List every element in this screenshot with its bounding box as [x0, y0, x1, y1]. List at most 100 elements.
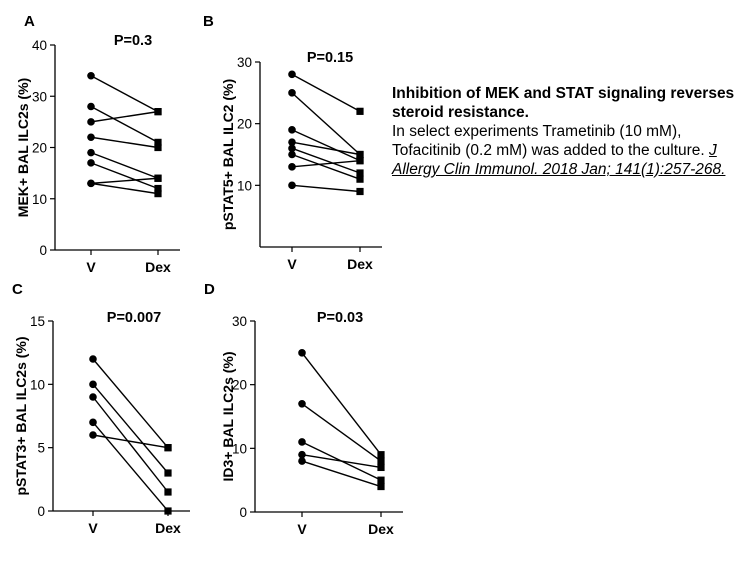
panel-d-y-tick-label-2: 20 [232, 378, 247, 393]
panel-c-series-line-0 [92, 358, 169, 449]
panel-c-y-tick-label-1: 5 [37, 441, 45, 456]
caption-title: Inhibition of MEK and STAT signaling rev… [392, 85, 735, 121]
panel-d-y-axis-label: ID3+ BAL ILC2s (%) [220, 351, 236, 481]
panel-c-letter: C [12, 281, 23, 298]
panel-c-point-dex-2 [164, 488, 172, 496]
panel-b-point-v-2 [288, 126, 296, 134]
panel-b-point-v-4 [288, 144, 296, 153]
panel-b-series-line-1 [291, 92, 361, 156]
panel-a-series-line-5 [90, 162, 159, 190]
panel-b-point-v-7 [288, 181, 296, 190]
panel-c-point-v-2 [89, 393, 97, 401]
panel-b-point-v-6 [288, 163, 296, 171]
panel-b-series-line-7 [291, 184, 361, 193]
panel-d-point-dex-0 [377, 451, 385, 459]
panel-b-title: P=0.15 [307, 50, 353, 66]
panel-b-point-v-5 [288, 150, 296, 159]
panel-d-point-dex-2 [377, 476, 385, 484]
panel-b-point-dex-7 [356, 187, 364, 196]
panel-c-y-tick-label-2: 10 [30, 377, 45, 392]
panel-a-point-dex-6 [154, 174, 162, 182]
figure-caption: Inhibition of MEK and STAT signaling rev… [392, 84, 752, 179]
panel-c-point-v-3 [89, 418, 97, 427]
panel-a-point-v-0 [87, 71, 95, 80]
panel-d-point-dex-4 [377, 482, 385, 491]
panel-d-series-line-1 [301, 403, 382, 462]
panel-a-series-line-0 [90, 75, 159, 113]
panel-a-y-tick-label-4: 40 [32, 38, 47, 53]
panel-b-series-line-6 [291, 159, 361, 168]
panel-a-point-v-2 [87, 118, 95, 126]
panel-d-point-v-0 [298, 349, 306, 357]
panel-a-point-v-3 [87, 133, 95, 142]
panel-a-point-dex-5 [154, 184, 162, 193]
panel-b-point-v-1 [288, 89, 296, 97]
panel-d-y-tick-label-0: 0 [239, 505, 247, 520]
panel-a-series-line-1 [90, 105, 159, 143]
panel-d-y-tick-label-1: 10 [232, 441, 247, 456]
panel-d-series-line-4 [301, 460, 382, 488]
panel-a-title: P=0.3 [114, 33, 152, 49]
panel-b-y-tick-label-0: 10 [237, 178, 252, 193]
caption-reference: J Allergy Clin Immunol. 2018 Jan; 141(1)… [392, 142, 726, 178]
panel-b-y-axis-label: pSTAT5+ BAL ILC2 (%) [220, 79, 236, 230]
panel-b-x-tick-label-1: Dex [347, 256, 373, 272]
panel-a-y-axis-label: MEK+ BAL ILC2s (%) [15, 78, 31, 217]
panel-c-point-dex-4 [164, 444, 172, 452]
panel-a-y-tick-label-1: 10 [32, 192, 47, 207]
panel-a-series-line-6 [90, 177, 159, 185]
panel-a-series-line-3 [90, 136, 159, 149]
panel-d-point-dex-1 [377, 457, 385, 465]
panel-a-y-tick-label-3: 30 [32, 89, 47, 104]
panel-c-y-tick-label-3: 15 [30, 314, 45, 329]
panel-a-point-v-4 [87, 148, 95, 157]
panel-c-point-dex-1 [164, 469, 172, 477]
panel-a-point-v-5 [87, 159, 95, 167]
panel-d-series-line-0 [301, 352, 382, 456]
panel-d-series-line-3 [301, 454, 382, 469]
panel-c-point-v-4 [89, 431, 97, 439]
panel-d-point-dex-3 [377, 463, 385, 472]
panel-d-point-v-2 [298, 438, 306, 446]
panel-b-y-tick-label-1: 20 [237, 117, 252, 132]
panel-a-letter: A [24, 13, 35, 30]
panel-b-series-line-0 [291, 73, 361, 112]
panel-a-y-tick-label-2: 20 [32, 141, 47, 156]
panel-c-point-v-1 [89, 380, 97, 389]
panel-b-y-tick-label-2: 30 [237, 55, 252, 70]
panel-d-title: P=0.03 [317, 310, 363, 326]
panel-c-point-v-0 [89, 355, 97, 363]
panel-c-x-tick-label-1: Dex [155, 520, 181, 536]
panel-c-title: P=0.007 [107, 310, 161, 326]
panel-a-series-line-7 [90, 182, 159, 195]
caption-body: In select experiments Trametinib (10 mM)… [392, 123, 705, 159]
panel-c-point-dex-3 [164, 507, 172, 515]
panel-b-point-dex-4 [356, 169, 364, 177]
panel-c-series-line-1 [92, 383, 169, 474]
panel-a-point-v-1 [87, 102, 95, 111]
panel-d-x-tick-label-0: V [297, 521, 307, 537]
panel-b-x-tick-label-0: V [287, 256, 297, 272]
panel-a-x-tick-label-1: Dex [145, 259, 171, 275]
panel-a-series-line-4 [90, 151, 159, 179]
panel-a-point-dex-3 [154, 143, 162, 152]
panel-a-point-dex-2 [154, 108, 162, 116]
panel-c-y-axis-label: pSTAT3+ BAL ILC2s (%) [13, 336, 29, 495]
panel-a-point-dex-7 [154, 190, 162, 198]
panel-b-series-line-4 [291, 147, 361, 174]
panel-c-series-line-4 [92, 434, 169, 449]
panel-b-point-v-0 [288, 70, 296, 79]
panel-d-point-v-4 [298, 457, 306, 465]
panel-d-point-v-3 [298, 450, 306, 459]
panel-b-point-dex-6 [356, 157, 364, 165]
panel-b-point-v-3 [288, 138, 296, 146]
panel-a-y-tick-label-0: 0 [39, 243, 47, 258]
panel-a-point-v-7 [87, 179, 95, 188]
panel-c-series-line-2 [92, 396, 169, 493]
panel-c-series-line-3 [92, 421, 169, 512]
panel-b-series-line-2 [291, 129, 361, 162]
panel-b-series-line-5 [291, 153, 361, 180]
panel-d-letter: D [204, 281, 215, 298]
panel-b-series-line-3 [291, 141, 361, 156]
